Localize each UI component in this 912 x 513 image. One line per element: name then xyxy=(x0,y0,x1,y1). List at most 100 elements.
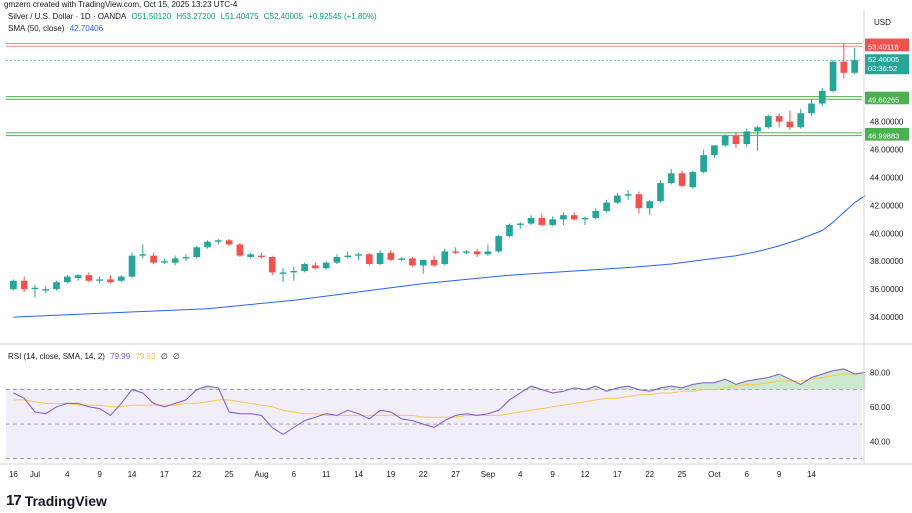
price-tick-label: 48.00000 xyxy=(870,118,904,127)
time-tick-label: Aug xyxy=(254,470,268,479)
sma-label[interactable]: SMA (50, close) xyxy=(8,24,65,33)
level-label: 49.60265 xyxy=(868,95,899,104)
rsi-empty-1: ∅ xyxy=(160,352,168,361)
candle-body xyxy=(441,251,449,265)
level-label: 53.40118 xyxy=(868,42,899,51)
candle xyxy=(581,216,589,225)
candle xyxy=(301,262,308,273)
price-change: +0.92545 (+1.80%) xyxy=(308,12,377,21)
candle xyxy=(829,60,837,93)
candle-body xyxy=(592,210,600,218)
candle-body xyxy=(344,255,352,258)
candle xyxy=(484,244,492,256)
currency-label[interactable]: USD xyxy=(874,18,891,27)
candle-body xyxy=(214,240,222,242)
candle-body xyxy=(139,254,147,256)
candle xyxy=(193,245,201,259)
candle xyxy=(128,252,136,278)
time-tick-label: 25 xyxy=(678,470,687,479)
time-tick-label: Sep xyxy=(481,470,496,479)
candle xyxy=(549,216,556,227)
candle-body xyxy=(430,259,438,266)
candle-body xyxy=(258,255,265,258)
candle-body xyxy=(301,264,308,272)
candle xyxy=(721,134,729,147)
candle xyxy=(613,192,621,205)
rsi-lines xyxy=(13,368,866,435)
price-tick-label: 38.00000 xyxy=(870,257,904,266)
candle-body xyxy=(182,257,190,259)
rsi-band xyxy=(6,389,862,459)
candle-body xyxy=(96,279,104,281)
candle xyxy=(463,250,470,255)
level-tag xyxy=(865,130,909,141)
time-tick-label: 17 xyxy=(160,470,169,479)
candle-body xyxy=(764,116,772,128)
candle xyxy=(387,250,395,262)
candle-body xyxy=(581,217,589,220)
candle xyxy=(214,238,222,245)
candle-body xyxy=(322,262,330,269)
candle xyxy=(85,272,93,283)
candle-body xyxy=(150,255,157,263)
candle-body xyxy=(247,254,255,258)
price-tick-label: 36.00000 xyxy=(870,285,904,294)
time-tick-label: 14 xyxy=(128,470,137,479)
candle-body xyxy=(419,259,427,266)
candle xyxy=(818,88,826,107)
candle xyxy=(107,275,114,284)
price-tick-label: 40.00000 xyxy=(870,229,904,238)
rsi-overbought-fill xyxy=(13,368,866,390)
candle xyxy=(236,243,244,258)
candle-body xyxy=(290,271,298,273)
candle-body xyxy=(667,173,675,184)
candle xyxy=(786,110,794,131)
price-tick-label: 34.00000 xyxy=(870,313,904,322)
candle-body xyxy=(635,194,643,209)
candle-body xyxy=(851,60,858,73)
candle-body xyxy=(161,261,168,263)
candle xyxy=(560,212,567,225)
candle-body xyxy=(128,255,136,277)
logo-text: TradingView xyxy=(24,492,107,509)
candle xyxy=(290,266,298,281)
symbol-legend: Silver / U.S. Dollar · 1D · OANDA O51.50… xyxy=(8,12,380,21)
candle xyxy=(409,257,416,267)
candle xyxy=(258,252,265,259)
tradingview-logo[interactable]: 17 TradingView xyxy=(6,492,107,509)
candle-body xyxy=(31,287,39,290)
candle-body xyxy=(117,276,125,281)
chart-canvas[interactable]: 53.5985253.4011849.7916449.6026547.19455… xyxy=(0,0,912,488)
time-tick-label: 16 xyxy=(9,470,18,479)
ohlc-open: O51.50120 xyxy=(131,12,172,21)
time-tick-label: 6 xyxy=(745,470,750,479)
candle-body xyxy=(560,215,567,220)
time-tick-label: 9 xyxy=(777,470,782,479)
candle-body xyxy=(409,258,416,266)
candle xyxy=(711,145,718,158)
candle-body xyxy=(495,236,503,252)
symbol-name[interactable]: Silver / U.S. Dollar · 1D · OANDA xyxy=(8,12,127,21)
candle xyxy=(624,190,632,200)
axes: 34.00000 36.00000 38.00000 40.00000 42.00000… xyxy=(0,10,912,479)
candle xyxy=(279,268,287,283)
candle-body xyxy=(808,103,815,114)
candle xyxy=(333,254,341,265)
candle xyxy=(808,99,815,117)
candle xyxy=(506,223,513,238)
last-price-label: 52.40005 xyxy=(868,55,899,64)
candle-body xyxy=(613,195,621,203)
candle xyxy=(376,250,384,266)
candle-body xyxy=(797,113,805,128)
candle-body xyxy=(775,116,783,122)
candle-body xyxy=(10,280,17,290)
rsi-label[interactable]: RSI (14, close, SMA, 14, 2) xyxy=(8,352,105,361)
candle xyxy=(592,208,600,220)
candle-body xyxy=(53,282,60,290)
time-tick-label: 22 xyxy=(192,470,201,479)
candle xyxy=(365,252,373,266)
rsi-ma-value: 79.93 xyxy=(135,352,156,361)
candle-body xyxy=(85,275,93,281)
candle xyxy=(139,244,147,259)
price-levels: 53.5985253.4011849.7916449.6026547.19455… xyxy=(6,38,909,141)
